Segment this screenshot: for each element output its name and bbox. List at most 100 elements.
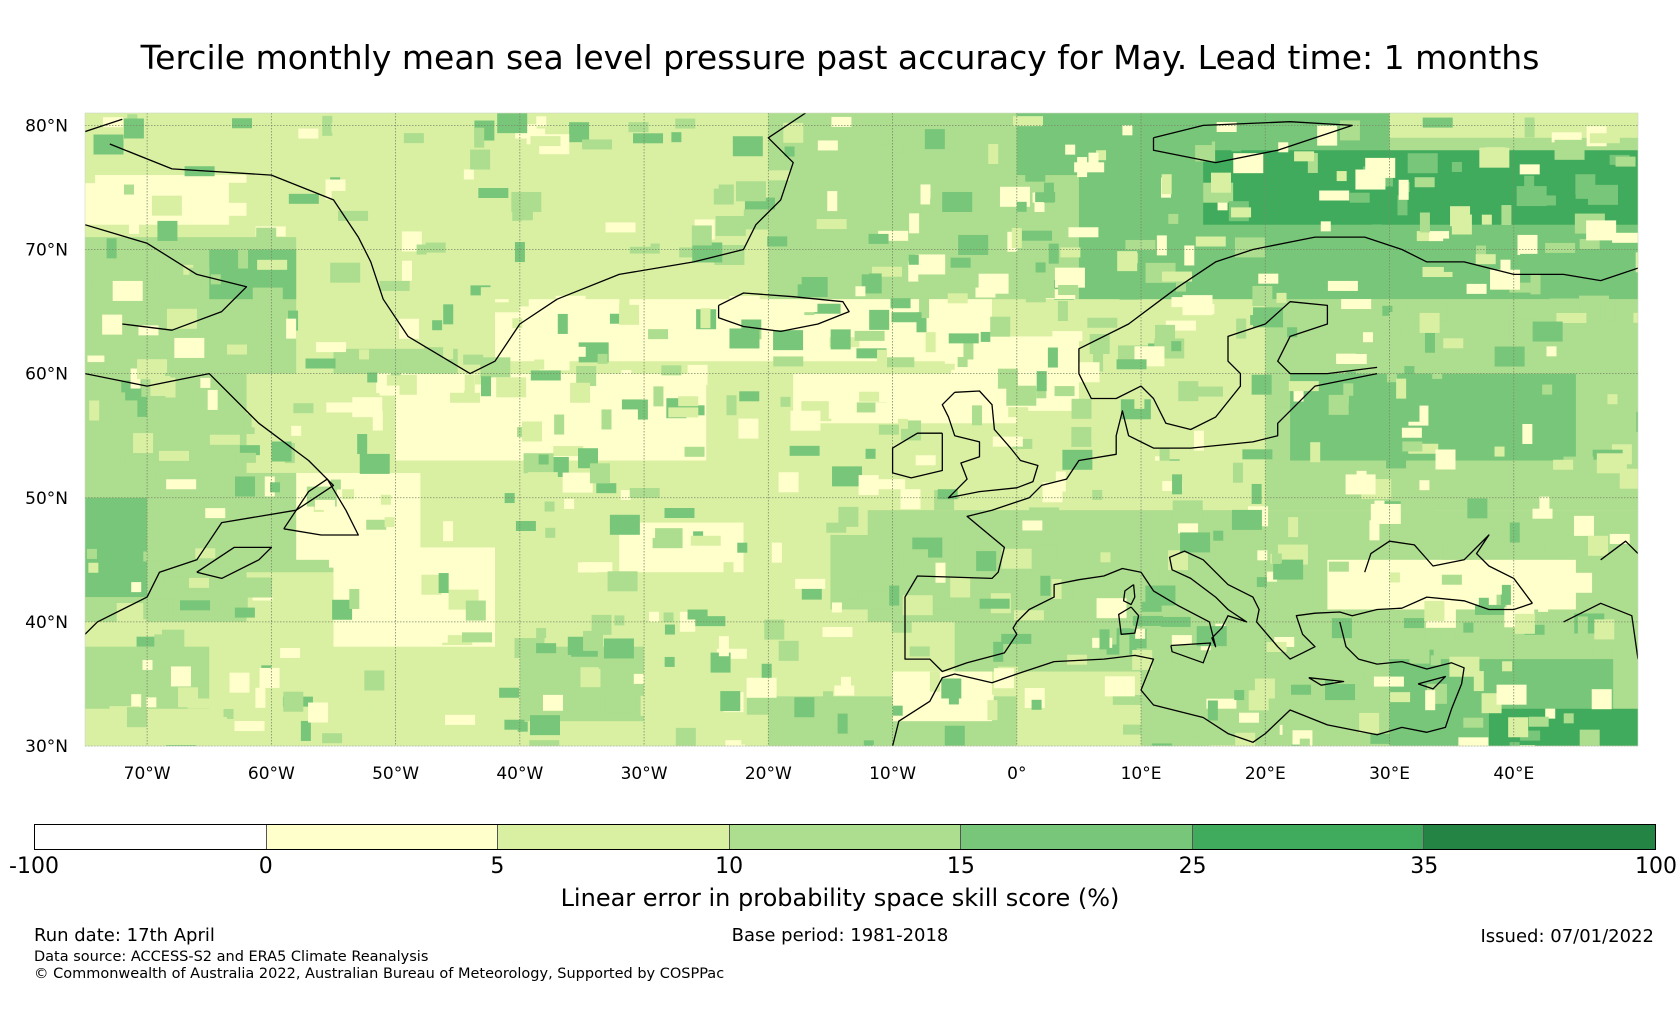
skill-cell [534, 359, 545, 370]
skill-cell [778, 472, 799, 493]
skill-cell [935, 562, 946, 583]
skill-cell [861, 273, 882, 294]
skill-cell [379, 385, 400, 396]
skill-score-map: 80°N 70°N 60°N 50°N 40°N 30°N 70°W 60°W 50°W 40°W… [25, 112, 1639, 784]
skill-cell [1522, 423, 1533, 444]
skill-cell [1509, 282, 1540, 293]
skill-cell [1248, 267, 1279, 278]
skill-cell [478, 431, 509, 452]
lon-label: 10°W [869, 764, 916, 784]
coastline [1078, 236, 1638, 374]
skill-cell [530, 370, 561, 381]
skill-cell [188, 577, 209, 588]
skill-cell [1422, 117, 1453, 128]
skill-cell [1317, 125, 1338, 146]
skill-cell [908, 261, 919, 282]
skill-cell [322, 115, 333, 136]
skill-cell [1381, 524, 1392, 535]
skill-cell [512, 210, 533, 221]
skill-cell [1401, 427, 1422, 438]
skill-cell [891, 612, 912, 633]
skill-cell [1282, 721, 1293, 742]
lon-label: 40°W [496, 764, 543, 784]
skill-cell [871, 266, 902, 277]
lon-label: 20°E [1245, 764, 1286, 784]
skill-cell [443, 339, 454, 360]
skill-cell [1144, 427, 1175, 448]
skill-cell [1012, 116, 1043, 127]
skill-cell [1328, 394, 1349, 415]
skill-cell [1035, 192, 1056, 203]
skill-cell [891, 312, 922, 323]
skill-cell [512, 318, 523, 329]
skill-cell [1048, 243, 1059, 264]
skill-cell [1333, 674, 1364, 685]
skill-cell [1253, 307, 1284, 328]
skill-cell [166, 744, 197, 746]
skill-cell [174, 337, 205, 358]
skill-cell [800, 378, 821, 399]
skill-cell [548, 456, 569, 477]
skill-cell [470, 149, 491, 170]
skill-cell [123, 118, 144, 139]
skill-cell [331, 122, 342, 133]
skill-cell [929, 671, 940, 692]
skill-cell [1207, 700, 1218, 721]
skill-cell [1637, 117, 1638, 138]
skill-cell [536, 116, 547, 127]
copyright: © Commonwealth of Australia 2022, Austra… [34, 966, 725, 982]
skill-cell [609, 313, 620, 324]
skill-cell [1424, 630, 1455, 641]
skill-cell [1466, 283, 1487, 294]
skill-cell [708, 178, 719, 189]
skill-cell [1271, 553, 1282, 564]
skill-cell [1508, 717, 1529, 738]
skill-cell [1205, 252, 1216, 273]
skill-cell [1517, 234, 1538, 255]
skill-cell [1057, 300, 1068, 321]
skill-cell [186, 286, 207, 307]
skill-cell [1035, 742, 1066, 746]
skill-cell [823, 691, 834, 702]
skill-cell [570, 382, 591, 403]
skill-cell [664, 656, 675, 667]
skill-cell [621, 399, 642, 410]
skill-cell [1524, 117, 1535, 138]
skill-cell [1443, 338, 1464, 349]
skill-cell [165, 377, 176, 398]
skill-cell [300, 720, 311, 741]
skill-cell [1008, 407, 1029, 418]
skill-cell [235, 476, 256, 497]
skill-cell [735, 181, 766, 202]
skill-cell [790, 410, 821, 431]
skill-cell [1430, 655, 1441, 666]
skill-cell [1481, 214, 1492, 225]
coastline [109, 113, 806, 375]
page-title: Tercile monthly mean sea level pressure … [140, 38, 1540, 77]
skill-cell [328, 557, 359, 568]
coastline [1600, 540, 1638, 561]
skill-cell [326, 402, 357, 413]
skill-cell [1088, 152, 1099, 163]
skill-cell [1422, 266, 1453, 277]
skill-cell [239, 445, 260, 456]
skill-cell [342, 489, 363, 500]
skill-cell [720, 691, 741, 712]
skill-cell [950, 577, 971, 598]
skill-cell [1184, 245, 1195, 266]
skill-cell [889, 585, 900, 606]
skill-cell [200, 377, 211, 388]
skill-cell [687, 364, 708, 385]
skill-cell [1609, 533, 1630, 544]
skill-cell [480, 287, 501, 298]
skill-cell [138, 325, 159, 336]
skill-cell [1099, 629, 1110, 650]
skill-cell [1093, 351, 1104, 372]
skill-cell [93, 134, 124, 155]
skill-cell [840, 676, 851, 687]
skill-cell [746, 677, 777, 698]
skill-cell [125, 454, 146, 465]
skill-cell [561, 654, 572, 675]
colorbar-tick: 100 [1635, 854, 1677, 879]
skill-cell [259, 667, 280, 688]
